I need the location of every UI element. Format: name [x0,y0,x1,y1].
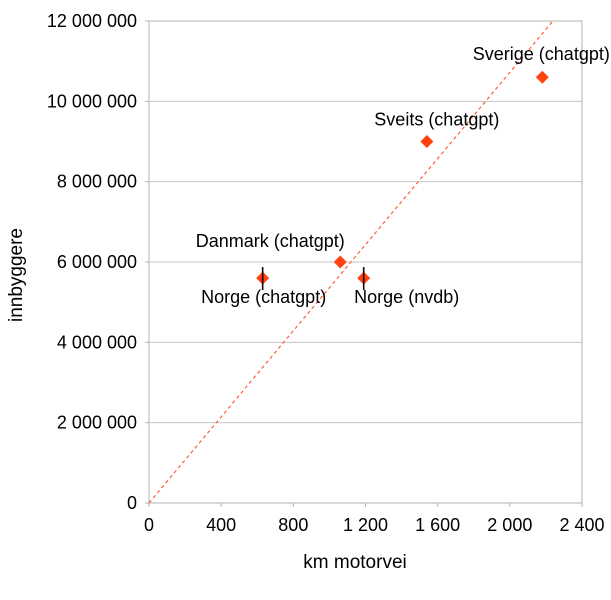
x-tick-label: 1 200 [343,515,388,535]
x-tick-label: 1 600 [415,515,460,535]
data-point-diamond [420,135,434,148]
data-point-label: Sverige (chatgpt) [473,44,610,64]
data-point-label: Sveits (chatgpt) [374,110,499,130]
y-tick-label: 0 [127,493,137,513]
y-tick-label: 10 000 000 [47,91,137,111]
y-tick-label: 6 000 000 [57,252,137,272]
data-point-diamond [535,70,549,84]
data-point-label: Norge (chatgpt) [201,287,326,307]
x-tick-label: 400 [206,515,236,535]
data-point-label: Danmark (chatgpt) [196,231,345,251]
y-tick-label: 4 000 000 [57,332,137,352]
x-tick-label: 0 [144,515,154,535]
y-axis-title: innbyggere [6,227,27,323]
x-axis-title: km motorvei [303,552,407,573]
x-tick-label: 2 000 [487,515,532,535]
y-tick-label: 8 000 000 [57,172,137,192]
y-tick-label: 2 000 000 [57,413,137,433]
data-point-diamond [333,255,347,269]
data-point-label: Norge (nvdb) [354,287,459,307]
x-tick-label: 2 400 [559,515,604,535]
x-tick-label: 800 [278,515,308,535]
y-tick-label: 12 000 000 [47,11,137,31]
trend-line [148,20,554,504]
